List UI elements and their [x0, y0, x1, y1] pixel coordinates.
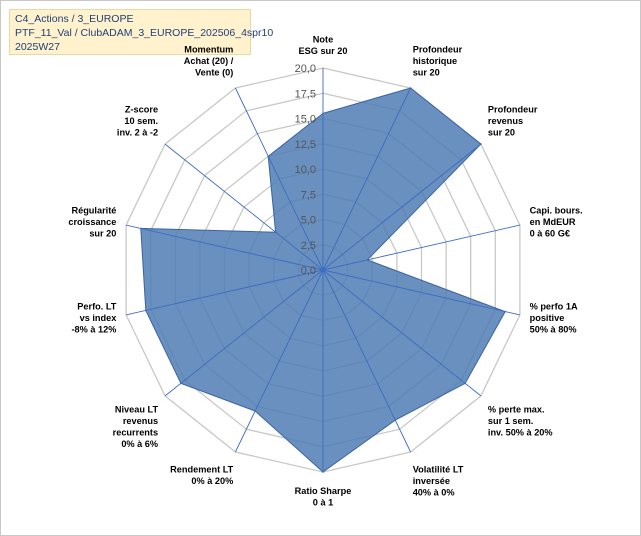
axis-label: Ratio Sharpe 0 à 1 — [295, 486, 352, 508]
tick-label: 0,0 — [301, 265, 316, 277]
axis-spoke — [322, 143, 482, 271]
portfolio-class-label: C4_Actions / 3_EUROPE — [15, 13, 134, 25]
axis-label: Niveau LT revenus recurrents 0% à 6% — [113, 405, 159, 450]
tick-label: 12,5 — [295, 139, 316, 151]
week-label: 2025W27 — [15, 41, 60, 53]
tick-label: 20,0 — [295, 63, 316, 75]
axis-spoke — [234, 269, 324, 453]
axis-label: Capi. bours. en MdEUR 0 à 60 G€ — [530, 205, 583, 238]
tick-label: 10,0 — [295, 164, 316, 176]
axis-spoke — [125, 269, 324, 316]
axis-spoke — [164, 143, 324, 271]
axis-label: % perte max. sur 1 sem. inv. 50% à 20% — [488, 405, 553, 438]
axis-spoke — [322, 269, 521, 316]
tick-label: 17,5 — [295, 88, 316, 100]
axis-label: Z-score 10 sem. inv. 2 à -2 — [117, 104, 158, 137]
axis-spoke — [322, 269, 412, 453]
axis-label: Régularité croissance sur 20 — [68, 205, 116, 238]
tick-label: 15,0 — [295, 114, 316, 126]
axis-label: Note ESG sur 20 — [298, 35, 347, 57]
axis-label: Profondeur historique sur 20 — [413, 44, 463, 77]
axis-spoke — [125, 224, 324, 271]
axis-label: Volatilité LT inversée 40% à 0% — [413, 465, 464, 498]
axis-label: Rendement LT 0% à 20% — [170, 465, 234, 487]
axis-spoke — [164, 269, 324, 397]
axis-label: % perfo 1A positive 50% à 80% — [530, 302, 578, 335]
tick-label: 2,5 — [301, 240, 316, 252]
axis-spoke — [322, 224, 521, 271]
chart-info-box: C4_Actions / 3_EUROPE PTF_11_Val / ClubA… — [9, 9, 274, 55]
portfolio-name-label: PTF_11_Val / ClubADAM_3_EUROPE_202506_4s… — [15, 27, 274, 39]
axis-label: Profondeur revenus sur 20 — [488, 104, 538, 137]
axis-spoke — [322, 87, 412, 271]
tick-label: 7,5 — [301, 189, 316, 201]
axis-spoke — [322, 269, 482, 397]
axis-spoke — [234, 87, 324, 271]
axis-label: Perfo. LT vs index -8% à 12% — [71, 302, 117, 335]
tick-label: 5,0 — [301, 215, 316, 227]
axis-label: Momentum Achat (20) / Vente (0) — [184, 44, 234, 77]
